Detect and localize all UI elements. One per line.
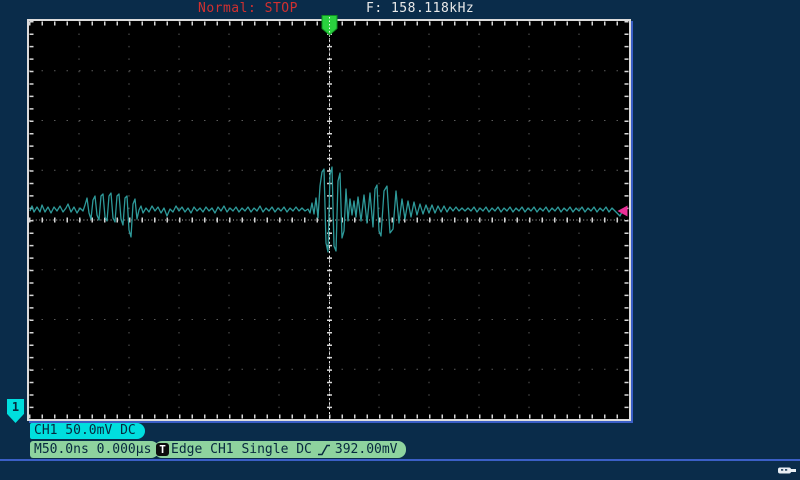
acquisition-status: Normal: STOP [198,1,298,16]
trigger-settings-label: Edge CH1 Single DC [171,442,312,457]
rising-edge-icon [317,444,330,455]
channel1-settings-badge: CH1 50.0mV DC [30,423,145,439]
trigger-settings-badge: T Edge CH1 Single DC 392.00mV [154,441,406,458]
footer-separator [0,459,800,461]
channel1-position-marker: 1 [7,399,24,423]
timebase-badge: M50.0ns 0.000µs [30,441,160,458]
graticule [27,19,631,421]
trigger-icon: T [156,443,169,456]
frequency-readout: F: 158.118kHz [366,1,475,16]
usb-icon [778,467,796,474]
channel1-marker-label: 1 [11,400,20,414]
trigger-level-value: 392.00mV [334,442,398,457]
